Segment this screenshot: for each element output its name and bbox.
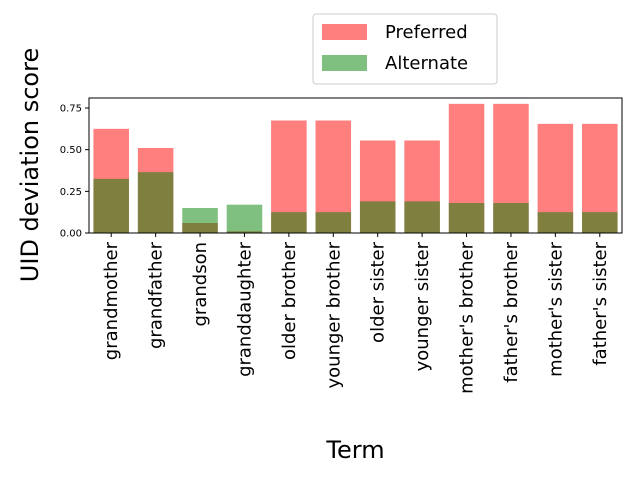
bar-alternate-1 — [137, 172, 174, 233]
x-tick-label: mother's sister — [545, 241, 566, 376]
bar-alternate-8 — [448, 203, 485, 233]
plot-frame — [88, 97, 623, 234]
bar-alternate-6 — [359, 201, 396, 233]
x-tick-label: grandfather — [146, 241, 167, 349]
x-axis-title: Term — [325, 436, 384, 464]
bar-alternate-3 — [226, 204, 263, 233]
x-tick-label: father's brother — [501, 241, 522, 382]
y-tick-label: 0.00 — [60, 229, 82, 240]
legend-swatch-alternate — [322, 55, 367, 71]
x-tick-label: younger sister — [412, 241, 433, 371]
x-tick-label: grandson — [190, 242, 211, 327]
y-axis-ticks: 0.00 0.25 0.50 0.75 — [60, 104, 89, 240]
x-tick-label: younger brother — [323, 241, 344, 388]
x-tick-label: older sister — [368, 241, 389, 343]
y-tick-label: 0.75 — [60, 104, 82, 115]
bar-alternate-5 — [315, 212, 352, 233]
bars-group — [93, 103, 618, 233]
bar-alternate-2 — [182, 208, 218, 233]
bar-alternate-0 — [93, 178, 129, 233]
bar-alternate-7 — [404, 201, 440, 233]
legend: Preferred Alternate — [312, 13, 498, 85]
bar-alternate-9 — [493, 203, 529, 233]
legend-label-alternate: Alternate — [385, 53, 468, 74]
bar-alternate-4 — [271, 212, 307, 233]
legend-label-preferred: Preferred — [385, 22, 468, 43]
x-tick-label: mother's brother — [457, 241, 478, 394]
y-tick-label: 0.25 — [60, 187, 82, 198]
x-axis-ticks: grandmother grandfather grandson granddaugh… — [101, 233, 611, 394]
x-tick-label: father's sister — [590, 241, 611, 365]
bar-alternate-11 — [582, 212, 618, 233]
y-axis-title: UID deviation score — [16, 48, 44, 282]
x-tick-label: granddaughter — [234, 241, 255, 377]
x-tick-label: older brother — [279, 241, 300, 360]
bar-alternate-10 — [537, 212, 574, 233]
y-tick-label: 0.50 — [60, 145, 82, 156]
legend-swatch-preferred — [322, 24, 367, 40]
x-tick-label: grandmother — [101, 241, 122, 360]
